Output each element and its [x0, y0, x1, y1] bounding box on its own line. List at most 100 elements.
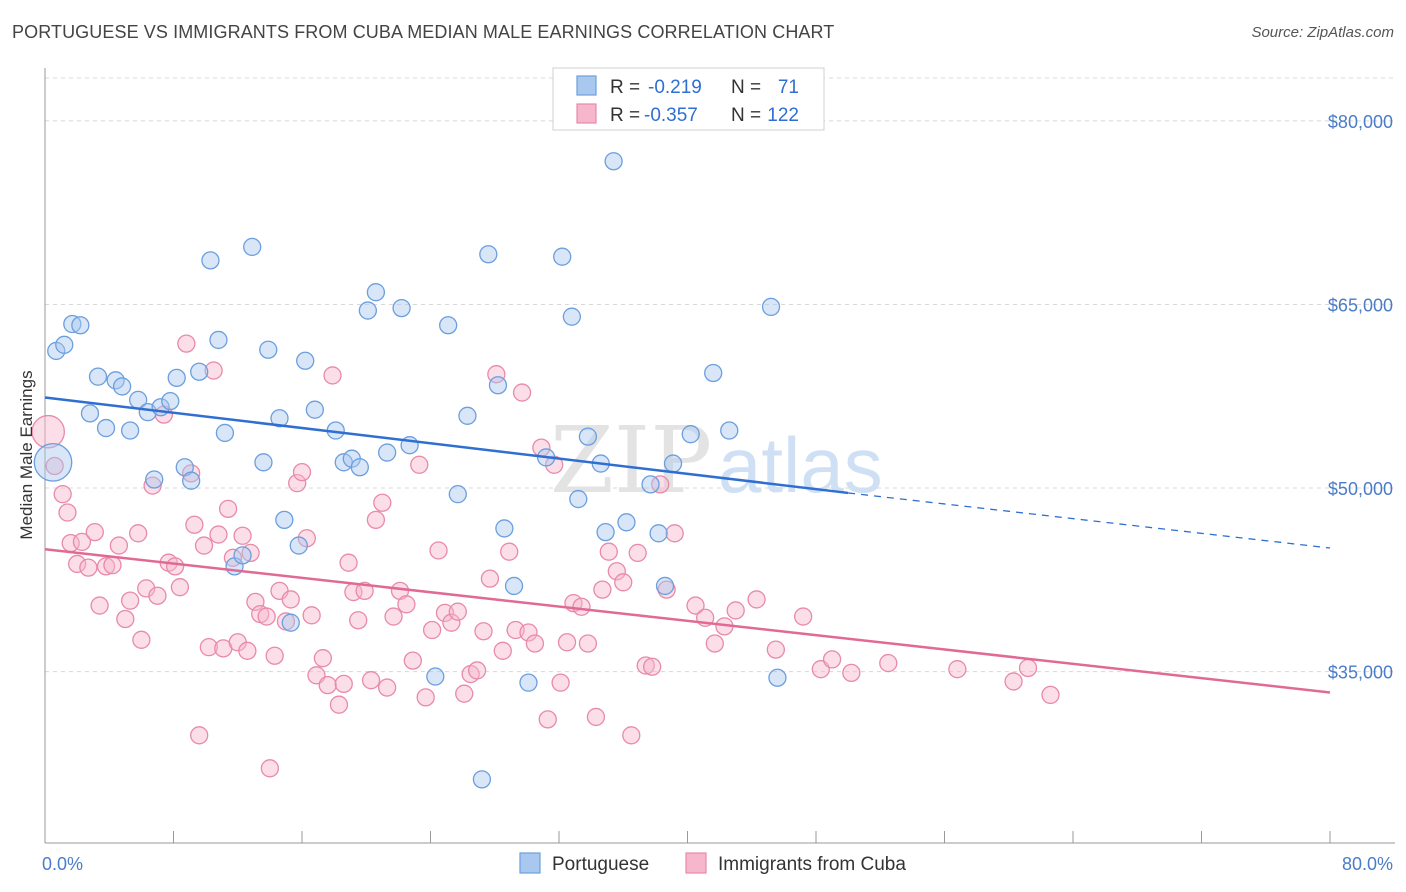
y-tick-label: $50,000 [1328, 479, 1393, 499]
data-point [167, 368, 186, 388]
axes [44, 68, 1395, 844]
data-point [161, 391, 180, 411]
data-point [519, 623, 538, 642]
data-point [33, 442, 73, 482]
trend-line-portuguese [44, 396, 849, 495]
data-point [148, 586, 167, 605]
data-point [260, 759, 280, 778]
data-point [643, 657, 662, 676]
legend: R = -0.219 N = 71 R = -0.357 N = 122 [552, 67, 825, 131]
data-point [177, 334, 196, 353]
legend-n-label: N = [731, 77, 761, 98]
data-point [116, 609, 135, 629]
y-tick-label: $35,000 [1328, 663, 1393, 683]
data-point [794, 607, 813, 626]
data-point [366, 510, 386, 530]
series-portuguese [33, 152, 787, 789]
data-point [604, 152, 623, 171]
data-point [448, 602, 467, 621]
data-point [480, 569, 500, 588]
watermark-atlas: atlas [718, 421, 883, 509]
data-point [243, 237, 262, 257]
data-point [842, 663, 861, 683]
data-point [373, 493, 392, 512]
data-point [204, 361, 223, 380]
bottom-legend-swatch-portuguese [519, 852, 541, 874]
data-point [458, 406, 477, 425]
data-point [377, 443, 397, 462]
data-point [720, 421, 739, 440]
bottom-legend-label-portuguese: Portuguese [552, 854, 649, 875]
data-point [426, 667, 445, 686]
data-point [488, 376, 508, 395]
data-point [704, 363, 723, 383]
data-point [665, 524, 684, 543]
data-point [329, 695, 349, 714]
legend-r-value: -0.357 [644, 105, 698, 126]
data-point [85, 522, 104, 542]
data-point [120, 591, 140, 610]
data-point [562, 307, 581, 326]
data-point [275, 510, 294, 530]
data-point [318, 675, 337, 695]
data-point [339, 553, 358, 572]
data-point [355, 581, 374, 601]
data-point [199, 638, 218, 657]
data-point [455, 684, 474, 703]
legend-swatch-portuguese [576, 75, 597, 96]
data-point [726, 601, 745, 620]
data-point [190, 726, 209, 745]
data-point [822, 650, 842, 669]
data-point [109, 536, 129, 555]
data-point [538, 710, 557, 729]
y-tick-label: $65,000 [1328, 295, 1393, 315]
data-point [190, 362, 209, 381]
data-point [1018, 658, 1038, 678]
data-point [334, 674, 353, 694]
data-point [201, 251, 220, 270]
data-point [504, 576, 524, 596]
data-point [254, 453, 273, 472]
trend-line-immigrants-from-cuba [44, 547, 1331, 694]
y-tick-label: $80,000 [1328, 112, 1393, 132]
data-point [747, 590, 766, 609]
data-point [512, 383, 532, 402]
data-point [103, 556, 122, 575]
data-point [88, 367, 108, 386]
data-point [422, 620, 442, 640]
data-point [67, 554, 87, 574]
watermark: ZIP atlas [550, 407, 883, 514]
bottom-legend: Portuguese Immigrants from Cuba [519, 852, 906, 875]
data-point [170, 578, 190, 597]
data-point [296, 351, 315, 370]
legend-n-value: 122 [767, 105, 799, 126]
legend-r-value: -0.219 [648, 77, 702, 98]
data-point [442, 613, 461, 632]
data-point [500, 542, 519, 561]
data-point [120, 421, 140, 440]
data-point [1004, 672, 1023, 691]
data-point [289, 536, 308, 555]
data-point [270, 409, 289, 428]
trend-line-portuguese-extension [848, 492, 1331, 549]
data-point [557, 633, 577, 652]
data-point [681, 425, 700, 444]
data-point [403, 651, 422, 670]
data-point [218, 499, 238, 518]
data-point [879, 653, 898, 673]
data-point [586, 707, 606, 727]
data-point [439, 316, 458, 335]
data-point [392, 298, 411, 318]
data-point [686, 596, 705, 615]
data-point [313, 649, 333, 668]
series-immigrants-from-cuba [31, 334, 1060, 778]
data-point [495, 519, 514, 538]
data-point [96, 418, 116, 438]
chart-source: Source: ZipAtlas.com [1251, 24, 1394, 41]
data-point [145, 470, 164, 489]
data-point [350, 458, 369, 477]
legend-swatch-immigrants-from-cuba [576, 103, 597, 124]
data-point [55, 335, 74, 354]
data-point [185, 515, 204, 534]
